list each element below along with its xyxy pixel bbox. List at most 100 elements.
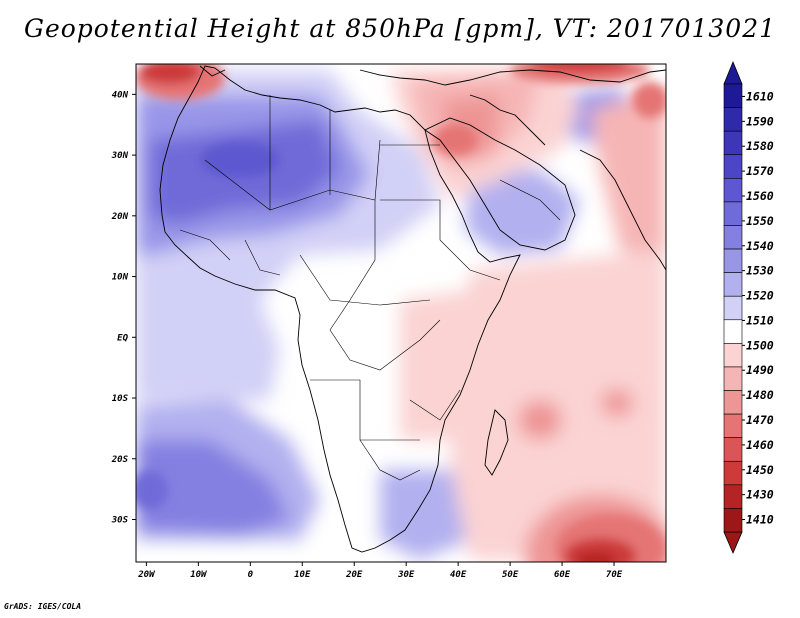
field-area (136, 440, 290, 535)
field-area (601, 389, 633, 417)
colorbar-label: 1560 (746, 189, 774, 203)
lon-tick-label: 20E (345, 570, 363, 580)
field-area (140, 64, 200, 84)
lat-tick-label: 30S (111, 515, 129, 525)
field-area (380, 470, 470, 560)
lon-tick-label: 60E (554, 570, 571, 580)
field-area (530, 64, 630, 72)
colorbar-swatch (723, 107, 743, 132)
colorbar-swatch (723, 460, 743, 486)
colorbar-swatch (723, 201, 743, 226)
border (299, 254, 431, 306)
colorbar-label: 1430 (746, 488, 774, 502)
longitude-ticks: 20W 10W 0 10E 20E 30E 40E 50E 60E 70E (137, 562, 623, 580)
madagascar-coast (484, 409, 509, 476)
lat-tick-label: 20S (111, 455, 129, 465)
colorbar-swatch (723, 295, 743, 321)
colorbar-swatch (723, 248, 743, 273)
colorbar-swatch (723, 413, 743, 438)
colorbar-swatch (723, 225, 743, 250)
border (329, 200, 376, 331)
field-area (576, 552, 616, 562)
colorbar-label: 1510 (746, 313, 774, 327)
colorbar-label: 1550 (746, 214, 774, 228)
field-area (590, 90, 666, 260)
colorbar-label: 1580 (746, 139, 774, 153)
border (499, 179, 561, 221)
persian-gulf-coast (469, 94, 546, 146)
colorbar-label: 1520 (746, 289, 774, 303)
colorbar-swatch (723, 390, 743, 415)
colorbar-swatch (723, 130, 743, 156)
lon-tick-label: 20W (137, 570, 156, 580)
lat-tick-label: EQ (117, 333, 128, 343)
border (179, 229, 231, 261)
border (439, 239, 501, 281)
lon-tick-label: 0 (248, 570, 254, 580)
field-area (136, 470, 168, 510)
colorbar-swatch (723, 437, 743, 462)
colorbar-label: 1570 (746, 164, 774, 178)
colorbar-label: 1480 (746, 388, 774, 402)
lat-tick-label: 10N (112, 273, 129, 283)
country-borders (179, 95, 561, 481)
colorbar-label: 1610 (746, 89, 774, 103)
colorbar-swatch (723, 154, 743, 179)
lat-tick-label: 40N (112, 90, 129, 100)
colorbar-swatch (723, 272, 743, 297)
coastlines (159, 65, 666, 553)
colorbar: 1610 1590 1580 1570 1560 1550 1540 1530 1520 1510… (723, 60, 774, 555)
africa-coast (159, 65, 521, 553)
arabia-coast (424, 117, 576, 251)
lat-tick-label: 10S (112, 394, 129, 404)
field-area (518, 400, 562, 440)
lon-tick-label: 30E (397, 570, 415, 580)
lon-tick-label: 10W (190, 570, 208, 580)
colorbar-swatch (723, 178, 743, 203)
colorbar-label: 1490 (746, 363, 774, 377)
field-area (136, 300, 280, 400)
credit-text: GrADS: IGES/COLA (4, 602, 82, 611)
colorbar-label: 1500 (746, 338, 774, 352)
field-area (632, 82, 666, 118)
iberia-coast (199, 65, 226, 77)
colorbar-swatch (723, 366, 743, 391)
field-area (433, 124, 477, 156)
colorbar-label: 1590 (746, 114, 774, 128)
lon-tick-label: 70E (606, 570, 623, 580)
field-area (400, 290, 470, 440)
field-area (200, 142, 280, 178)
lon-tick-label: 50E (502, 570, 519, 580)
colorbar-swatch (723, 343, 743, 368)
height-field (136, 64, 666, 562)
latitude-ticks: 40N 30N 20N 10N EQ 10S 20S 30S (111, 90, 136, 525)
lon-tick-label: 10E (294, 570, 311, 580)
colorbar-label: 1460 (746, 438, 774, 452)
border (409, 389, 461, 421)
colorbar-label: 1530 (746, 264, 774, 278)
colorbar-swatch (723, 83, 743, 108)
lon-tick-label: 40E (450, 570, 467, 580)
mediterranean-coast (359, 69, 666, 86)
lat-tick-label: 20N (111, 212, 129, 222)
field-area (450, 250, 666, 560)
plot-frame (135, 63, 667, 563)
colorbar-swatch (723, 484, 743, 509)
colorbar-swatch (723, 319, 743, 344)
colorbar-label: 1410 (746, 513, 774, 527)
lat-tick-label: 30N (111, 151, 129, 161)
field-area (465, 170, 580, 255)
page-title: Geopotential Height at 850hPa [gpm], VT:… (23, 14, 777, 43)
triangle-down-icon (723, 531, 743, 555)
colorbar-label: 1470 (746, 413, 774, 427)
triangle-up-icon (723, 60, 743, 85)
india-coast (579, 149, 666, 271)
colorbar-label: 1450 (746, 463, 774, 477)
border (244, 239, 281, 276)
colorbar-label: 1540 (746, 239, 774, 253)
border (310, 379, 420, 441)
border (359, 439, 421, 481)
border (329, 319, 441, 371)
border (380, 199, 441, 240)
